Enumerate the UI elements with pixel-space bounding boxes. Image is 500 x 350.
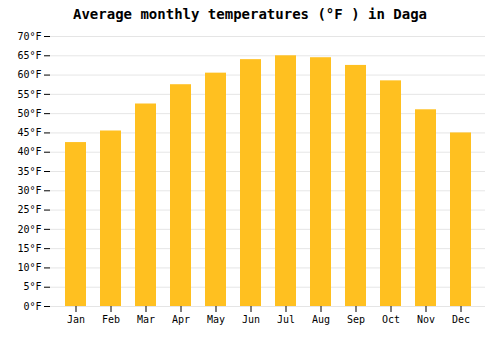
svg-text:Sep: Sep	[347, 314, 365, 325]
svg-text:30°F: 30°F	[17, 185, 41, 196]
svg-text:35°F: 35°F	[17, 166, 41, 177]
svg-text:40°F: 40°F	[17, 146, 41, 157]
html-text:Average monthly temperatures (: Average monthly temperatures (°F ) in Da…	[73, 6, 427, 22]
svg-text:Oct: Oct	[382, 314, 400, 325]
svg-text:25°F: 25°F	[17, 204, 41, 215]
svg-text:55°F: 55°F	[17, 89, 41, 100]
svg-text:Jun: Jun	[242, 314, 260, 325]
svg-text:0°F: 0°F	[23, 301, 41, 312]
svg-text:5°F: 5°F	[23, 281, 41, 292]
svg-text:May: May	[207, 314, 225, 325]
svg-text:50°F: 50°F	[17, 108, 41, 119]
svg-text:15°F: 15°F	[17, 243, 41, 254]
svg-text:Feb: Feb	[102, 314, 120, 325]
svg-text:10°F: 10°F	[17, 262, 41, 273]
svg-text:60°F: 60°F	[17, 69, 41, 80]
svg-text:Aug: Aug	[312, 314, 330, 325]
svg-text:Nov: Nov	[417, 314, 435, 325]
svg-text:65°F: 65°F	[17, 50, 41, 61]
svg-text:45°F: 45°F	[17, 127, 41, 138]
svg-text:Jan: Jan	[67, 314, 85, 325]
svg-text:Mar: Mar	[137, 314, 155, 325]
svg-text:70°F: 70°F	[17, 31, 41, 42]
svg-text:Dec: Dec	[452, 314, 470, 325]
svg-text:20°F: 20°F	[17, 224, 41, 235]
svg-text:Jul: Jul	[277, 314, 295, 325]
svg-text:Apr: Apr	[172, 314, 190, 325]
